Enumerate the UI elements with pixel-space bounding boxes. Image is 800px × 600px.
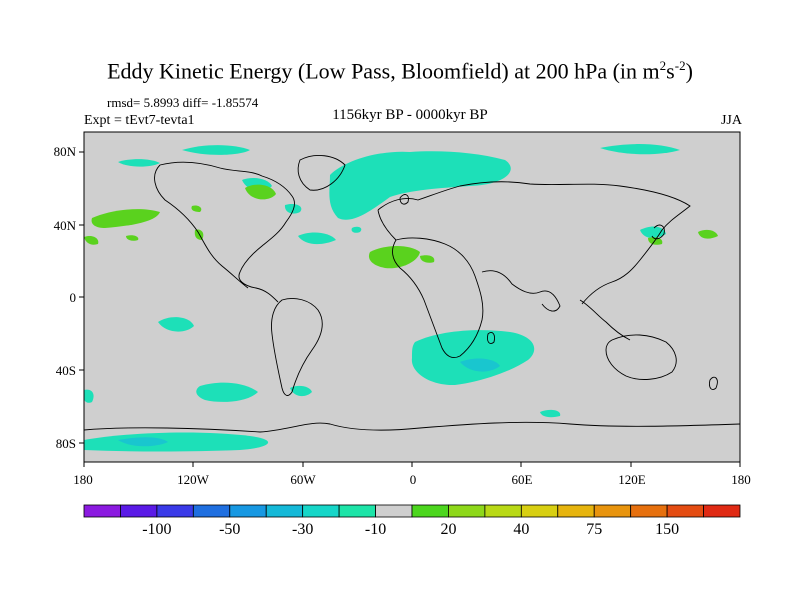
colorbar-label: -50 <box>219 521 241 538</box>
anomaly-japan-pacific <box>640 226 666 239</box>
coast-greenland <box>297 154 346 191</box>
season-label: JJA <box>720 113 742 128</box>
negative-anomaly-regions <box>84 144 680 452</box>
colorbar-box <box>411 504 449 518</box>
anomaly-atlantic-africa <box>368 246 420 269</box>
anomaly-southern-ocean-pacific <box>158 317 194 332</box>
anomaly-southern-indian <box>84 389 94 403</box>
lon-label-60w: 60W <box>290 472 316 487</box>
lon-label-120w: 120W <box>177 472 209 487</box>
negative-anomaly-core <box>118 358 500 447</box>
anomaly-north-pacific-3 <box>126 235 139 241</box>
colorbar-box <box>375 504 413 518</box>
coast-uk <box>399 194 409 205</box>
colorbar-box <box>666 504 704 518</box>
colorbar-box <box>520 504 559 518</box>
anomaly-antarctic <box>84 432 269 452</box>
experiment-label: Expt = tEvt7-tevta1 <box>84 113 195 128</box>
colorbar-box <box>302 504 340 518</box>
colorbar-box <box>593 504 632 518</box>
colorbar-label: -30 <box>291 521 314 538</box>
lon-label-120e: 120E <box>618 472 646 487</box>
lat-label-80n: 80N <box>53 144 76 159</box>
anomaly-north-pacific-2 <box>84 235 99 245</box>
lat-label-40n: 40N <box>53 218 76 233</box>
coast-madagascar <box>487 331 495 345</box>
anomaly-arctic-pacific <box>118 159 160 167</box>
coast-antarctica <box>84 421 740 433</box>
rmsd-diff-stats: rmsd= 5.8993 diff= -1.85574 <box>107 95 259 110</box>
lon-label-180w: 180 <box>73 472 93 487</box>
lon-label-0: 0 <box>409 472 417 487</box>
colorbar-box <box>703 504 741 518</box>
coast-japan <box>651 224 665 240</box>
coast-new-zealand <box>709 376 718 391</box>
colorbar-box <box>120 504 158 518</box>
colorbar-box <box>630 504 668 518</box>
colorbar-label: -100 <box>142 521 172 538</box>
colorbar-box <box>338 504 376 518</box>
anomaly-arctic-2 <box>600 144 680 155</box>
coast-europe-asia <box>377 181 691 305</box>
anomaly-south-pacific <box>196 382 258 402</box>
coast-arabia-india <box>481 270 561 312</box>
lat-label-80s: 80S <box>55 436 76 451</box>
anomaly-baffin <box>191 205 202 212</box>
colorbar-box <box>448 504 486 518</box>
lat-label-eq: 0 <box>69 290 77 305</box>
coast-south-america <box>271 298 323 396</box>
period-label: 1156kyr BP - 0000kyr BP <box>332 107 488 123</box>
coast-australia <box>605 334 677 380</box>
colorbar-box <box>192 504 231 518</box>
anomaly-japan <box>648 237 663 245</box>
colorbar-box <box>265 504 304 518</box>
anomaly-north-atlantic <box>329 151 511 220</box>
anomaly-north-atlantic-2 <box>298 232 336 245</box>
coastlines <box>84 154 740 433</box>
colorbar-label: 150 <box>655 521 680 538</box>
colorbar-box <box>484 504 522 518</box>
anomaly-core-south-atlantic <box>460 358 500 372</box>
anomaly-sahara <box>420 255 435 263</box>
anomaly-pacific-2 <box>351 226 362 233</box>
colorbar-label: 40 <box>513 521 530 538</box>
coast-africa <box>392 237 484 359</box>
anomaly-north-pacific <box>91 209 160 228</box>
anomaly-arctic-1 <box>182 145 250 155</box>
axis-ticks <box>79 151 741 467</box>
lon-label-60e: 60E <box>511 472 533 487</box>
colorbar <box>83 504 741 518</box>
colorbar-box <box>83 504 121 518</box>
colorbar-label: 75 <box>586 521 603 538</box>
anomaly-west-pacific <box>698 229 718 239</box>
anomaly-antarctic-east <box>540 409 561 418</box>
colorbar-label: 20 <box>440 521 457 538</box>
colorbar-box <box>229 504 267 518</box>
anomaly-core-antarctic <box>118 437 168 447</box>
anomaly-hudson-bay <box>245 184 276 200</box>
colorbar-box <box>557 504 595 518</box>
colorbar-label: -10 <box>364 521 387 538</box>
map-title: Eddy Kinetic Energy (Low Pass, Bloomfiel… <box>107 58 693 84</box>
lon-label-180e: 180 <box>731 472 751 487</box>
colorbar-box <box>156 504 194 518</box>
lat-label-40s: 40S <box>55 363 76 378</box>
positive-anomaly-regions <box>84 184 718 269</box>
coast-north-america <box>154 161 295 303</box>
anomaly-cape-horn <box>290 385 312 397</box>
anomaly-south-atlantic <box>411 330 535 386</box>
